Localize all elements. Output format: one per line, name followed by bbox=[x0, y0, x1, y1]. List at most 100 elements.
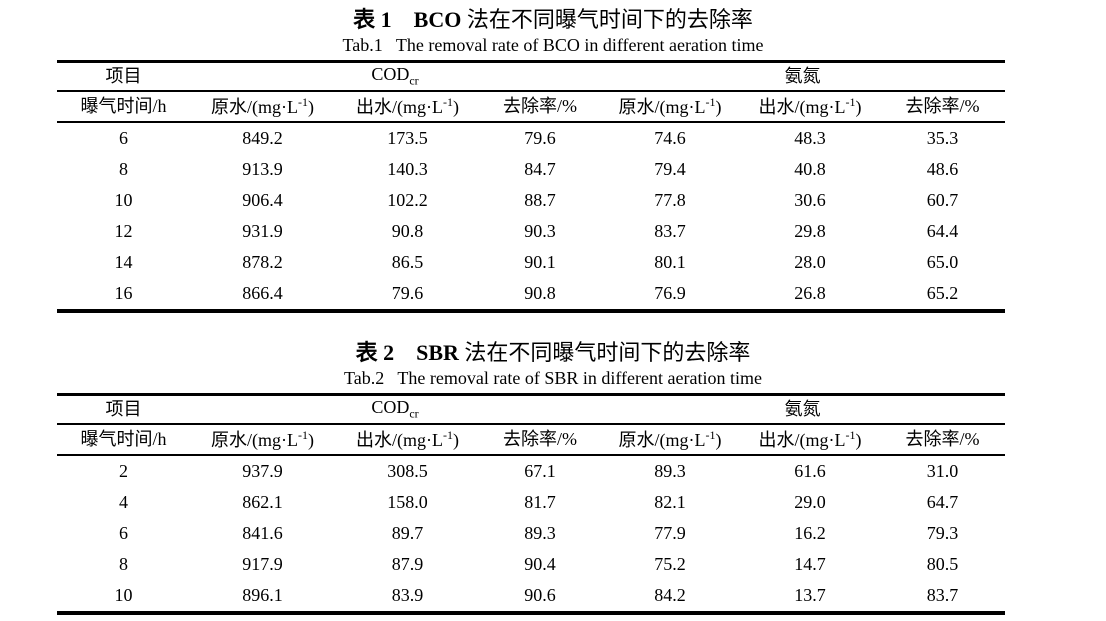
col-header-cod-removal: 去除率/% bbox=[480, 91, 600, 123]
group-header-cod: CODcr bbox=[190, 394, 600, 425]
table-row: 16 866.4 79.6 90.8 76.9 26.8 65.2 bbox=[57, 278, 1005, 311]
cod-label: COD bbox=[371, 64, 410, 85]
col-header-cod-effluent: 出水/(mg·L-1) bbox=[335, 424, 480, 456]
table1: 项目 CODcr 氨氮 曝气时间/h 原水/(mg·L-1) 出水/(mg·L-… bbox=[57, 60, 1005, 313]
table-cell: 10 bbox=[114, 584, 133, 605]
table-cell: 8 bbox=[119, 158, 128, 179]
table2-caption-cn-rest: 法在不同曝气时间下的去除率 bbox=[458, 340, 751, 365]
table-cell: 89.7 bbox=[391, 522, 424, 543]
table2-body: 2 937.9 308.5 67.1 89.3 61.6 31.0 4 862.1 158.0 81… bbox=[57, 455, 1005, 613]
table-cell: 29.0 bbox=[794, 491, 826, 512]
table-cell: 83.9 bbox=[391, 584, 424, 605]
table-cell: 10 bbox=[114, 189, 133, 210]
table-cell: 866.4 bbox=[242, 282, 283, 303]
table-cell: 14 bbox=[114, 251, 133, 272]
group-header-ammonia: 氨氮 bbox=[600, 61, 1005, 92]
table2-caption-cn-bold: 表 2 SBR bbox=[355, 340, 459, 365]
table-cell: 83.7 bbox=[654, 220, 686, 241]
table-row: 12 931.9 90.8 90.3 83.7 29.8 64.4 bbox=[57, 216, 1005, 247]
table-cell: 35.3 bbox=[926, 127, 959, 148]
table-cell: 102.2 bbox=[387, 189, 428, 210]
unit-prefix: 原水/(mg·L bbox=[211, 96, 298, 117]
table-cell: 937.9 bbox=[242, 460, 283, 481]
table-cell: 87.9 bbox=[391, 553, 424, 574]
table-cell: 90.6 bbox=[524, 584, 556, 605]
table-cell: 65.2 bbox=[926, 282, 959, 303]
col-header-nh-effluent: 出水/(mg·L-1) bbox=[740, 424, 880, 456]
table-cell: 82.1 bbox=[654, 491, 686, 512]
table-cell: 862.1 bbox=[242, 491, 283, 512]
table-cell: 90.8 bbox=[524, 282, 556, 303]
table-cell: 31.0 bbox=[926, 460, 959, 481]
table-cell: 83.7 bbox=[926, 584, 959, 605]
table-cell: 75.2 bbox=[654, 553, 686, 574]
table-cell: 88.7 bbox=[524, 189, 556, 210]
table-cell: 86.5 bbox=[391, 251, 424, 272]
table2-section: 表 2 SBR 法在不同曝气时间下的去除率 Tab.2 The removal … bbox=[57, 339, 1005, 615]
table-cell: 79.6 bbox=[391, 282, 424, 303]
unit-close: ) bbox=[715, 96, 722, 117]
table-cell: 896.1 bbox=[242, 584, 283, 605]
unit-prefix: 原水/(mg·L bbox=[618, 429, 706, 450]
table2: 项目 CODcr 氨氮 曝气时间/h 原水/(mg·L-1) 出水/(mg·L-… bbox=[57, 393, 1005, 615]
unit-prefix: 出水/(mg·L bbox=[356, 96, 443, 117]
unit-superscript: -1 bbox=[705, 427, 716, 442]
col-header-cod-removal: 去除率/% bbox=[480, 424, 600, 456]
table-cell: 849.2 bbox=[242, 127, 283, 148]
col-header-time: 曝气时间/h bbox=[57, 91, 190, 123]
table-cell: 84.7 bbox=[524, 158, 556, 179]
table-cell: 173.5 bbox=[387, 127, 428, 148]
cod-label: COD bbox=[371, 397, 410, 418]
unit-superscript: -1 bbox=[443, 94, 453, 109]
unit-prefix: 出水/(mg·L bbox=[758, 429, 846, 450]
unit-close: ) bbox=[855, 429, 862, 450]
table-cell: 841.6 bbox=[242, 522, 283, 543]
col-header-cod-influent: 原水/(mg·L-1) bbox=[190, 91, 335, 123]
table-cell: 89.3 bbox=[654, 460, 686, 481]
table-cell: 29.8 bbox=[794, 220, 826, 241]
table-cell: 308.5 bbox=[387, 460, 428, 481]
column-header-row: 曝气时间/h 原水/(mg·L-1) 出水/(mg·L-1) 去除率/% 原水/… bbox=[57, 91, 1005, 123]
table1-caption-en: Tab.1 The removal rate of BCO in differe… bbox=[342, 35, 764, 55]
table-cell: 16 bbox=[114, 282, 133, 303]
table-cell: 76.9 bbox=[654, 282, 686, 303]
table-row: 8 917.9 87.9 90.4 75.2 14.7 80.5 bbox=[57, 549, 1005, 580]
table-cell: 80.5 bbox=[926, 553, 959, 574]
unit-superscript: -1 bbox=[705, 94, 716, 109]
table1-caption-cn-bold: 表 1 BCO bbox=[353, 7, 462, 32]
table-row: 14 878.2 86.5 90.1 80.1 28.0 65.0 bbox=[57, 247, 1005, 278]
table2-header: 项目 CODcr 氨氮 曝气时间/h 原水/(mg·L-1) 出水/(mg·L-… bbox=[57, 394, 1005, 456]
unit-close: ) bbox=[453, 429, 459, 450]
unit-superscript: -1 bbox=[298, 427, 308, 442]
table-cell: 12 bbox=[114, 220, 133, 241]
table-cell: 67.1 bbox=[524, 460, 556, 481]
table-cell: 28.0 bbox=[794, 251, 826, 272]
table1-section: 表 1 BCO 法在不同曝气时间下的去除率 Tab.1 The removal … bbox=[57, 6, 1005, 313]
table-cell: 917.9 bbox=[242, 553, 283, 574]
table-cell: 90.8 bbox=[391, 220, 424, 241]
unit-superscript: -1 bbox=[298, 94, 308, 109]
unit-prefix: 原水/(mg·L bbox=[211, 429, 298, 450]
group-header-row: 项目 CODcr 氨氮 bbox=[57, 394, 1005, 425]
col-header-time: 曝气时间/h bbox=[57, 424, 190, 456]
unit-prefix: 出水/(mg·L bbox=[758, 96, 846, 117]
col-header-cod-influent: 原水/(mg·L-1) bbox=[190, 424, 335, 456]
table-cell: 81.7 bbox=[524, 491, 556, 512]
table-cell: 140.3 bbox=[387, 158, 428, 179]
table-cell: 13.7 bbox=[794, 584, 826, 605]
table-cell: 61.6 bbox=[794, 460, 826, 481]
table1-body: 6 849.2 173.5 79.6 74.6 48.3 35.3 8 913.9 140.3 84… bbox=[57, 122, 1005, 311]
table-cell: 931.9 bbox=[242, 220, 283, 241]
table1-caption-cn: 表 1 BCO 法在不同曝气时间下的去除率 bbox=[57, 6, 1005, 33]
unit-close: ) bbox=[715, 429, 722, 450]
table-cell: 90.4 bbox=[524, 553, 556, 574]
table-cell: 84.2 bbox=[654, 584, 686, 605]
col-header-nh-effluent: 出水/(mg·L-1) bbox=[740, 91, 880, 123]
table2-caption-en: Tab.2 The removal rate of SBR in differe… bbox=[344, 368, 762, 388]
table-row: 2 937.9 308.5 67.1 89.3 61.6 31.0 bbox=[57, 455, 1005, 487]
table-cell: 913.9 bbox=[242, 158, 283, 179]
unit-superscript: -1 bbox=[845, 427, 856, 442]
unit-superscript: -1 bbox=[443, 427, 453, 442]
table2-caption-cn: 表 2 SBR 法在不同曝气时间下的去除率 bbox=[57, 339, 1005, 366]
table-cell: 2 bbox=[119, 460, 128, 481]
